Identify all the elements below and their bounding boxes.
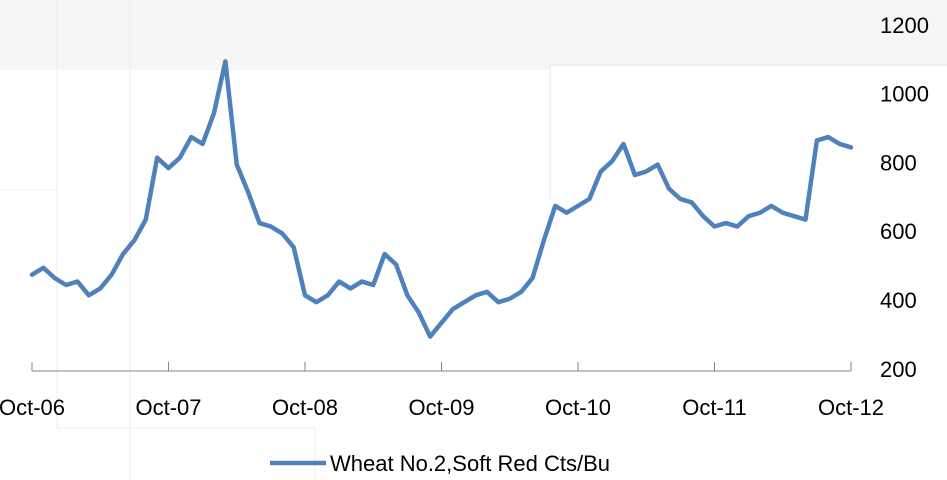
y-tick-label: 800 (880, 150, 917, 175)
x-tick-label: Oct-09 (408, 395, 474, 420)
x-tick-label: Oct-12 (818, 395, 884, 420)
y-tick-label: 200 (880, 357, 917, 382)
y-tick-label: 600 (880, 219, 917, 244)
x-tick-label: Oct-06 (0, 395, 65, 420)
x-tick-label: Oct-07 (135, 395, 201, 420)
y-tick-label: 1200 (880, 13, 929, 38)
bg-band (550, 65, 947, 70)
bg-band (0, 0, 947, 70)
y-tick-label: 400 (880, 288, 917, 313)
legend-label: Wheat No.2,Soft Red Cts/Bu (330, 451, 610, 476)
x-tick-label: Oct-11 (682, 395, 746, 420)
x-tick-label: Oct-10 (545, 395, 611, 420)
data-line (29, 59, 854, 339)
y-tick-label: 1000 (880, 82, 929, 107)
x-tick-label: Oct-08 (272, 395, 338, 420)
